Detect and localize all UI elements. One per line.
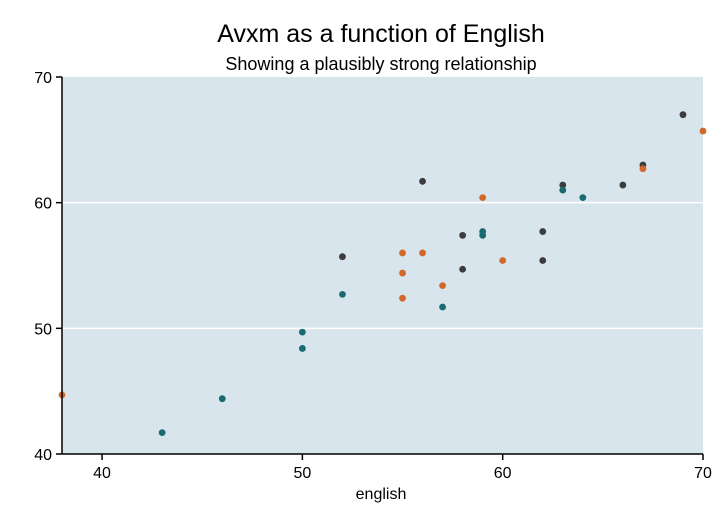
y-axis-ticks: 40 50 60 70 <box>34 70 62 464</box>
data-point <box>539 257 547 264</box>
data-point <box>499 257 507 264</box>
data-point <box>699 127 707 135</box>
x-axis-label: english <box>356 486 407 503</box>
data-point <box>619 181 627 189</box>
data-point <box>559 181 567 189</box>
data-point <box>539 228 547 235</box>
data-point <box>679 111 687 119</box>
gridlines <box>62 201 703 330</box>
data-point <box>579 194 587 202</box>
y-tick-label: 60 <box>34 196 52 213</box>
data-point <box>339 253 346 261</box>
chart-subtitle: Showing a plausibly strong relationship <box>225 54 536 74</box>
data-point <box>218 395 226 403</box>
series-group-2 <box>58 127 707 399</box>
chart-title: Avxm as a function of English <box>217 20 545 48</box>
plot-area <box>62 77 703 454</box>
data-point <box>459 231 467 239</box>
y-tick-label: 50 <box>34 321 52 338</box>
data-point <box>639 165 647 173</box>
data-point <box>298 328 306 336</box>
series-group-3 <box>158 186 587 437</box>
data-point <box>399 249 406 257</box>
x-tick-label: 70 <box>694 465 712 482</box>
data-point <box>419 177 426 185</box>
data-point <box>419 249 426 257</box>
data-point <box>339 291 346 298</box>
x-tick-label: 50 <box>293 465 311 482</box>
data-point <box>298 345 306 352</box>
x-axis-ticks: 40 50 60 70 <box>93 454 712 482</box>
data-point <box>399 269 406 277</box>
data-point <box>399 294 406 302</box>
data-point <box>158 429 166 437</box>
y-tick-label: 40 <box>34 447 52 464</box>
data-point <box>439 303 446 311</box>
data-point <box>439 282 446 290</box>
data-point <box>479 194 487 202</box>
data-point <box>479 231 487 239</box>
data-points <box>58 111 707 437</box>
y-tick-label: 70 <box>34 70 52 87</box>
data-point <box>559 186 567 194</box>
x-tick-label: 40 <box>93 465 111 482</box>
data-point <box>459 265 467 273</box>
x-tick-label: 60 <box>494 465 512 482</box>
